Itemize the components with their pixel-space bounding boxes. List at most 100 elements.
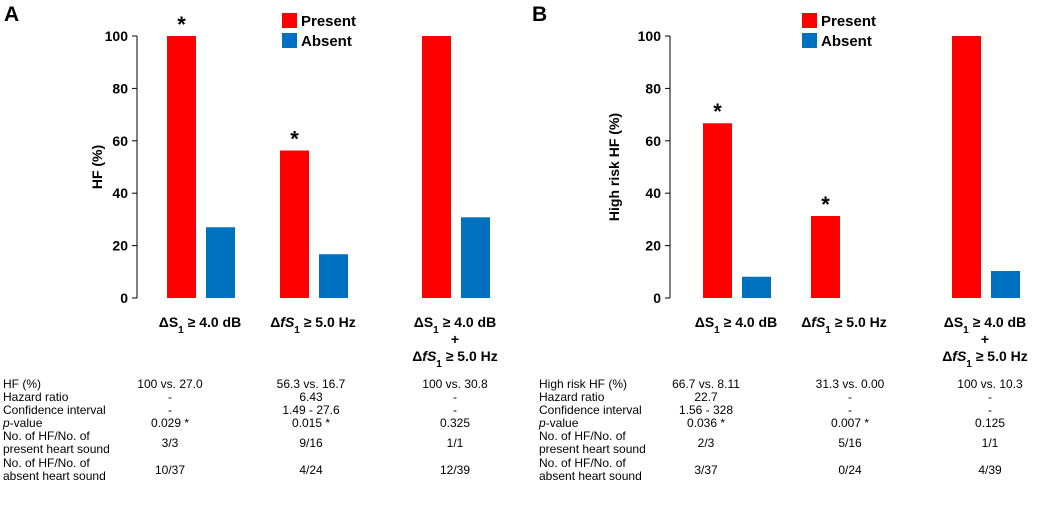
significance-star: * (290, 126, 299, 151)
y-tick-label: 0 (653, 290, 661, 306)
stats-row-label: Hazard ratio (3, 390, 69, 404)
y-tick-label: 80 (645, 80, 661, 96)
stats-row-label: No. of HF/No. of absent heart sound (3, 456, 106, 483)
bar-chart-a: 0 20 40 60 80 100 HF (%) * ΔS1 ≥ 4.0 dB * ΔfS1 ≥ 5… (89, 12, 498, 370)
stats-row-label: No. of HF/No. of absent heart sound (539, 456, 642, 483)
stats-value: 1.49 - 27.6 (282, 403, 340, 417)
significance-star: * (821, 192, 830, 217)
stats-row-label: No. of HF/No. of present heart sound (539, 429, 646, 456)
y-tick-label: 60 (112, 133, 128, 149)
bar-present-3 (952, 36, 981, 298)
significance-star: * (713, 99, 722, 124)
stats-value: - (848, 403, 852, 417)
stats-row-label: Confidence interval (3, 403, 106, 417)
stats-value: 6.43 (299, 390, 323, 404)
y-tick-label: 0 (120, 290, 128, 306)
category-label: ΔfS1 ≥ 5.0 Hz (942, 348, 1028, 370)
legend-label-absent: Absent (821, 33, 872, 50)
y-tick-label: 40 (112, 185, 128, 201)
bar-absent-1 (206, 227, 235, 298)
stats-value: - (168, 390, 172, 404)
stats-value: 56.3 vs. 16.7 (276, 377, 346, 391)
stats-row-label: p-value (539, 416, 579, 430)
stats-value: 12/39 (439, 463, 471, 477)
bar-present-1 (167, 36, 196, 298)
bar-absent-1 (742, 276, 771, 298)
stats-row-label: HF (%) (3, 377, 41, 391)
category-label: ΔS1 ≥ 4.0 dB (159, 314, 241, 336)
y-tick-label: 100 (638, 28, 662, 44)
stats-value: 100 vs. 10.3 (957, 377, 1023, 391)
y-tick-label: 20 (112, 238, 128, 254)
stats-row-label: p-value (3, 416, 43, 430)
y-axis-title: HF (%) (89, 145, 105, 189)
y-tick-label: 40 (645, 185, 661, 201)
stats-value: - (453, 390, 457, 404)
stats-value: 1/1 (981, 436, 999, 450)
legend-label-present: Present (301, 13, 356, 30)
stats-value: - (988, 403, 992, 417)
stats-row-label: High risk HF (%) (539, 377, 628, 391)
legend-label-present: Present (821, 13, 876, 30)
category-label: ΔfS1 ≥ 5.0 Hz (270, 314, 356, 336)
legend: Present Absent (802, 13, 876, 50)
stats-value: 0.036 * (686, 416, 726, 430)
stats-value: - (453, 403, 457, 417)
y-tick-label: 100 (105, 28, 129, 44)
panel-b: B 0 20 40 60 80 100 High risk HF (%) * ΔS1 ≥ 4.0… (528, 0, 1056, 513)
stats-value: - (848, 390, 852, 404)
bar-present-2 (811, 215, 840, 298)
y-tick-label: 60 (645, 133, 661, 149)
bar-absent-3 (991, 271, 1020, 298)
stats-value: 22.7 (694, 390, 718, 404)
stats-value: 0.015 * (291, 416, 331, 430)
category-label: ΔS1 ≥ 4.0 dB (695, 314, 777, 336)
bar-present-2 (280, 150, 309, 298)
stats-value: 31.3 vs. 0.00 (815, 377, 885, 391)
stats-value: 10/37 (154, 463, 186, 477)
stats-value: 9/16 (299, 436, 323, 450)
y-tick-label: 80 (112, 80, 128, 96)
stats-value: - (988, 390, 992, 404)
legend: Present Absent (282, 13, 356, 50)
significance-star: * (177, 12, 186, 37)
stats-value: 3/3 (161, 436, 179, 450)
bar-absent-3 (461, 217, 490, 298)
category-label: ΔS1 ≥ 4.0 dB (944, 314, 1026, 336)
stats-row-label: No. of HF/No. of present heart sound (3, 429, 110, 456)
legend-swatch-absent (802, 33, 817, 48)
category-label: ΔfS1 ≥ 5.0 Hz (412, 348, 498, 370)
stats-value: 1/1 (446, 436, 464, 450)
stats-value: 0.325 (439, 416, 471, 430)
stats-value: 0/24 (838, 463, 862, 477)
legend-swatch-present (802, 13, 817, 28)
category-label: ΔS1 ≥ 4.0 dB (414, 314, 496, 336)
legend-label-absent: Absent (301, 33, 352, 50)
category-label: + (981, 331, 989, 347)
panel-letter: A (4, 3, 20, 26)
panel-a: A 0 20 40 60 80 100 HF (%) * ΔS1 ≥ 4.0 dB * ΔfS1 ≥… (3, 3, 498, 483)
bar-present-3 (422, 36, 451, 298)
stats-value: - (168, 403, 172, 417)
stats-value: 4/39 (978, 463, 1002, 477)
panel-letter: B (532, 3, 548, 26)
stats-value: 0.007 * (830, 416, 870, 430)
y-axis-title: High risk HF (%) (606, 113, 622, 221)
stats-value: 3/37 (694, 463, 718, 477)
stats-value: 1.56 - 328 (678, 403, 734, 417)
legend-swatch-absent (282, 33, 297, 48)
stats-value: 4/24 (299, 463, 323, 477)
stats-row-label: Confidence interval (539, 403, 642, 417)
legend-swatch-present (282, 13, 297, 28)
stats-value: 66.7 vs. 8.11 (672, 377, 740, 391)
bar-absent-2 (319, 254, 348, 298)
stats-value: 0.125 (974, 416, 1006, 430)
y-tick-label: 20 (645, 238, 661, 254)
category-label: + (451, 331, 459, 347)
stats-value: 5/16 (838, 436, 862, 450)
stats-value: 0.029 * (150, 416, 190, 430)
stats-value: 100 vs. 27.0 (137, 377, 203, 391)
category-label: ΔfS1 ≥ 5.0 Hz (801, 314, 887, 336)
stats-value: 100 vs. 30.8 (422, 377, 488, 391)
bar-present-1 (703, 123, 732, 298)
